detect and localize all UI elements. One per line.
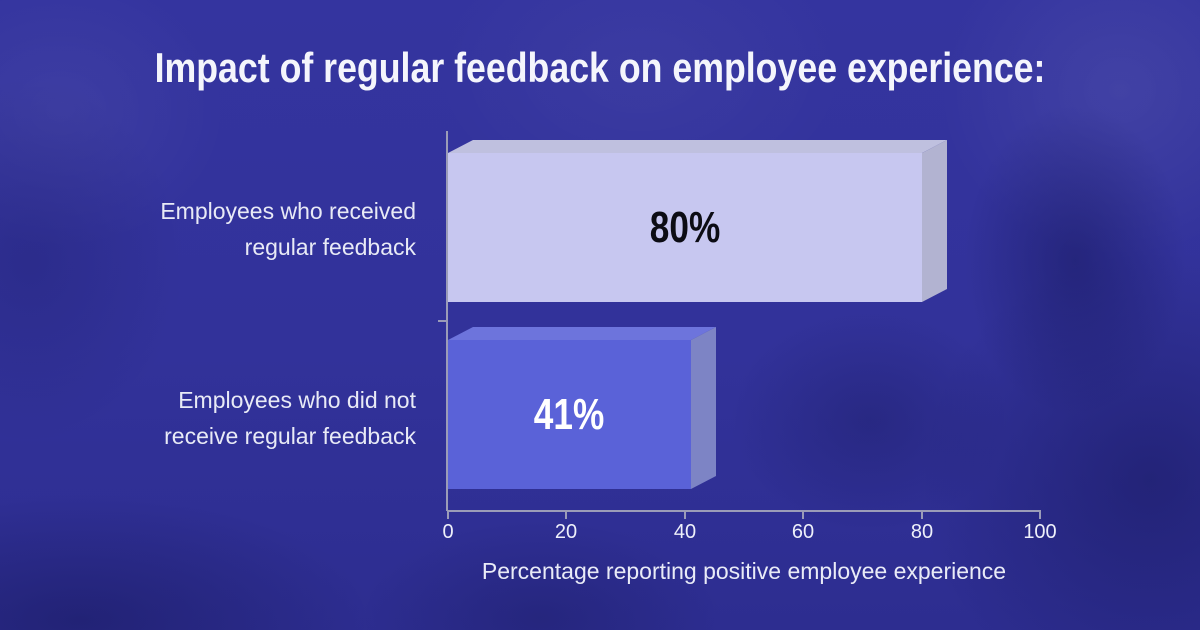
x-tick-label: 60 — [791, 521, 815, 543]
bar-front-face: 80% — [448, 153, 922, 302]
x-tick-label: 100 — [1023, 521, 1057, 543]
x-axis-title: Percentage reporting positive employee e… — [481, 558, 1007, 584]
bar-side-face — [922, 140, 947, 302]
x-tick-label: 20 — [554, 521, 578, 543]
x-axis-tick — [684, 510, 686, 519]
category-label-line: regular feedback — [244, 233, 416, 260]
bar-top-face — [448, 327, 716, 340]
x-tick-label: 80 — [910, 521, 934, 543]
y-axis-line — [446, 131, 448, 511]
x-tick-label: 40 — [673, 521, 697, 543]
bar-side-face — [691, 327, 716, 489]
bar-value-label: 80% — [649, 202, 721, 252]
x-tick-label: 0 — [442, 521, 454, 543]
x-axis-tick — [802, 510, 804, 519]
category-label-received: Employees who received regular feedback — [60, 194, 416, 265]
category-label-line: Employees who received — [160, 198, 416, 224]
bar-value-label: 41% — [534, 389, 605, 439]
x-axis-tick — [447, 510, 449, 519]
category-label-not-received: Employees who did not receive regular fe… — [60, 383, 416, 454]
x-axis-tick — [921, 510, 923, 519]
y-axis-category-tick — [438, 320, 446, 322]
category-label-line: Employees who did not — [178, 387, 416, 413]
bar-top-face — [448, 140, 947, 153]
chart-title: Impact of regular feedback on employee e… — [154, 44, 1046, 91]
bar-front-face: 41% — [448, 340, 691, 489]
x-axis-tick — [1039, 510, 1041, 519]
x-axis-line — [447, 510, 1041, 512]
x-axis-tick — [565, 510, 567, 519]
category-label-line: receive regular feedback — [164, 422, 416, 449]
